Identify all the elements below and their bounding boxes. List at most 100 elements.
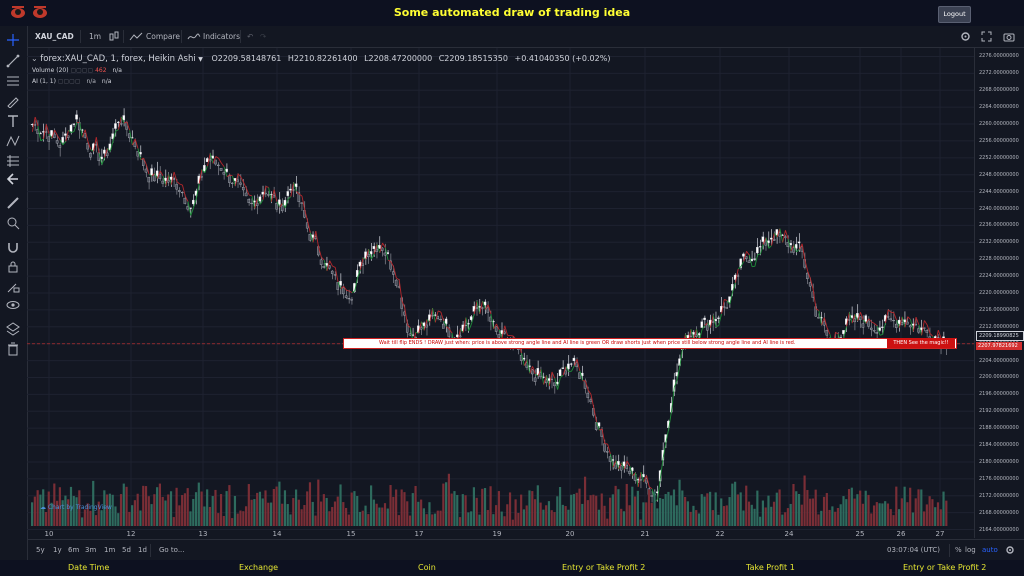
divider	[123, 30, 124, 43]
volume-bar	[283, 490, 287, 526]
trend-line-icon[interactable]	[6, 54, 20, 68]
back-arrow-icon[interactable]	[6, 172, 20, 186]
y-tick-label: 2264.00000000	[979, 104, 1019, 111]
candle	[61, 137, 64, 143]
candle	[161, 180, 164, 184]
range-5d[interactable]: 5d	[122, 546, 131, 554]
collapse-arrow-icon[interactable]: ⌄	[31, 54, 38, 63]
candle	[456, 334, 459, 338]
tradingview-watermark[interactable]: ☁ Chart by TradingView	[40, 504, 112, 511]
ai-line	[529, 366, 533, 374]
ai-line	[937, 329, 942, 339]
ai-line	[137, 148, 142, 160]
ai-line	[807, 270, 811, 279]
compare-icon[interactable]	[129, 32, 143, 41]
candle	[817, 317, 820, 319]
volume-bar	[606, 518, 609, 526]
volume-bar	[58, 487, 61, 526]
ai-line	[84, 129, 89, 142]
goto-button[interactable]: Go to...	[159, 546, 185, 554]
indicators-icon[interactable]	[187, 32, 201, 41]
volume-bar	[103, 490, 106, 526]
symbol-search[interactable]: XAU_CAD	[35, 32, 74, 41]
ruler-icon[interactable]	[6, 196, 20, 210]
ai-line	[432, 308, 436, 323]
footer-exchange: Exchange	[239, 563, 279, 572]
volume-bar	[442, 483, 445, 526]
volume-bar	[703, 496, 706, 526]
undo-icon[interactable]: ↶	[247, 32, 254, 41]
layers-icon[interactable]	[6, 322, 20, 336]
chevron-down-icon[interactable]: ▼	[198, 56, 203, 63]
text-icon[interactable]	[6, 114, 20, 128]
pattern-icon[interactable]	[6, 134, 20, 148]
ai-line	[637, 472, 642, 488]
redo-icon[interactable]: ↷	[260, 32, 267, 41]
volume-bar	[94, 515, 98, 526]
volume-bar	[258, 491, 262, 526]
volume-bar	[678, 479, 681, 526]
eye-icon[interactable]	[6, 298, 20, 312]
volume-bar	[39, 494, 42, 526]
range-1y[interactable]: 1y	[53, 546, 62, 554]
lock-draw-icon[interactable]	[6, 280, 20, 294]
auto-toggle[interactable]: auto	[982, 546, 998, 554]
logout-button[interactable]: Logout	[938, 6, 971, 23]
study-buttons[interactable]: ▢▢▢▢	[57, 78, 81, 85]
fullscreen-icon[interactable]	[981, 31, 992, 42]
volume-bar	[792, 484, 795, 526]
volume-bar	[300, 509, 303, 526]
percent-toggle[interactable]: %	[955, 546, 962, 554]
watermark-text: Chart by TradingView	[47, 504, 112, 511]
camera-icon[interactable]	[1003, 31, 1015, 42]
volume-bar	[714, 492, 717, 526]
candle	[408, 333, 412, 336]
ai-line	[362, 257, 367, 260]
volume-bar	[142, 485, 145, 526]
brush-icon[interactable]	[6, 94, 20, 108]
ai-line	[95, 137, 100, 154]
fib-icon[interactable]	[6, 74, 20, 88]
ai-line	[551, 371, 556, 379]
ai-line	[562, 366, 567, 376]
x-tick-label: 14	[273, 530, 282, 538]
y-tick-label: 2248.00000000	[979, 171, 1019, 178]
volume-bar	[56, 500, 59, 526]
ai-line	[759, 244, 764, 255]
utc-clock[interactable]: 03:07:04 (UTC)	[887, 546, 941, 554]
crosshair-icon[interactable]	[6, 33, 20, 47]
log-toggle[interactable]: log	[965, 546, 976, 554]
zoom-icon[interactable]	[6, 216, 20, 230]
ai-line	[187, 201, 192, 216]
study-buttons[interactable]: ▢▢▢▢	[70, 67, 94, 74]
candle	[41, 131, 45, 133]
range-6m[interactable]: 6m	[68, 546, 80, 554]
range-1d[interactable]: 1d	[138, 546, 147, 554]
range-3m[interactable]: 3m	[85, 546, 97, 554]
footer-entry-tp2-right: Entry or Take Profit 2	[903, 563, 987, 572]
ai-line	[812, 289, 817, 309]
settings-gear-icon[interactable]	[1005, 545, 1015, 555]
settings-gear-icon[interactable]	[960, 31, 971, 42]
y-tick-label: 2204.00000000	[979, 357, 1019, 364]
price-axis[interactable]: 2276.00000000 2272.00000000 2268.00000000 2…	[974, 48, 1024, 538]
range-5y[interactable]: 5y	[36, 546, 45, 554]
ai-line	[596, 422, 600, 431]
volume-bar	[417, 501, 420, 526]
magnet-icon[interactable]	[6, 240, 20, 254]
compare-button[interactable]: Compare	[146, 32, 181, 41]
price-chart[interactable]: 10 12 13 14 15 17 19 20 21 22 24 25 26 27	[27, 48, 974, 538]
range-1m[interactable]: 1m	[104, 546, 116, 554]
volume-bar	[684, 496, 687, 526]
candle	[89, 152, 92, 158]
prediction-icon[interactable]	[6, 154, 20, 168]
interval-button[interactable]: 1m	[89, 32, 102, 41]
trash-icon[interactable]	[6, 342, 20, 356]
candle	[261, 191, 264, 195]
candle-style-icon[interactable]	[109, 31, 119, 42]
legend-low: L2208.47200000	[364, 54, 433, 63]
ai-line	[912, 317, 917, 332]
volume-bar	[436, 510, 439, 526]
indicators-button[interactable]: Indicators	[203, 32, 241, 41]
lock-icon[interactable]	[6, 260, 20, 274]
